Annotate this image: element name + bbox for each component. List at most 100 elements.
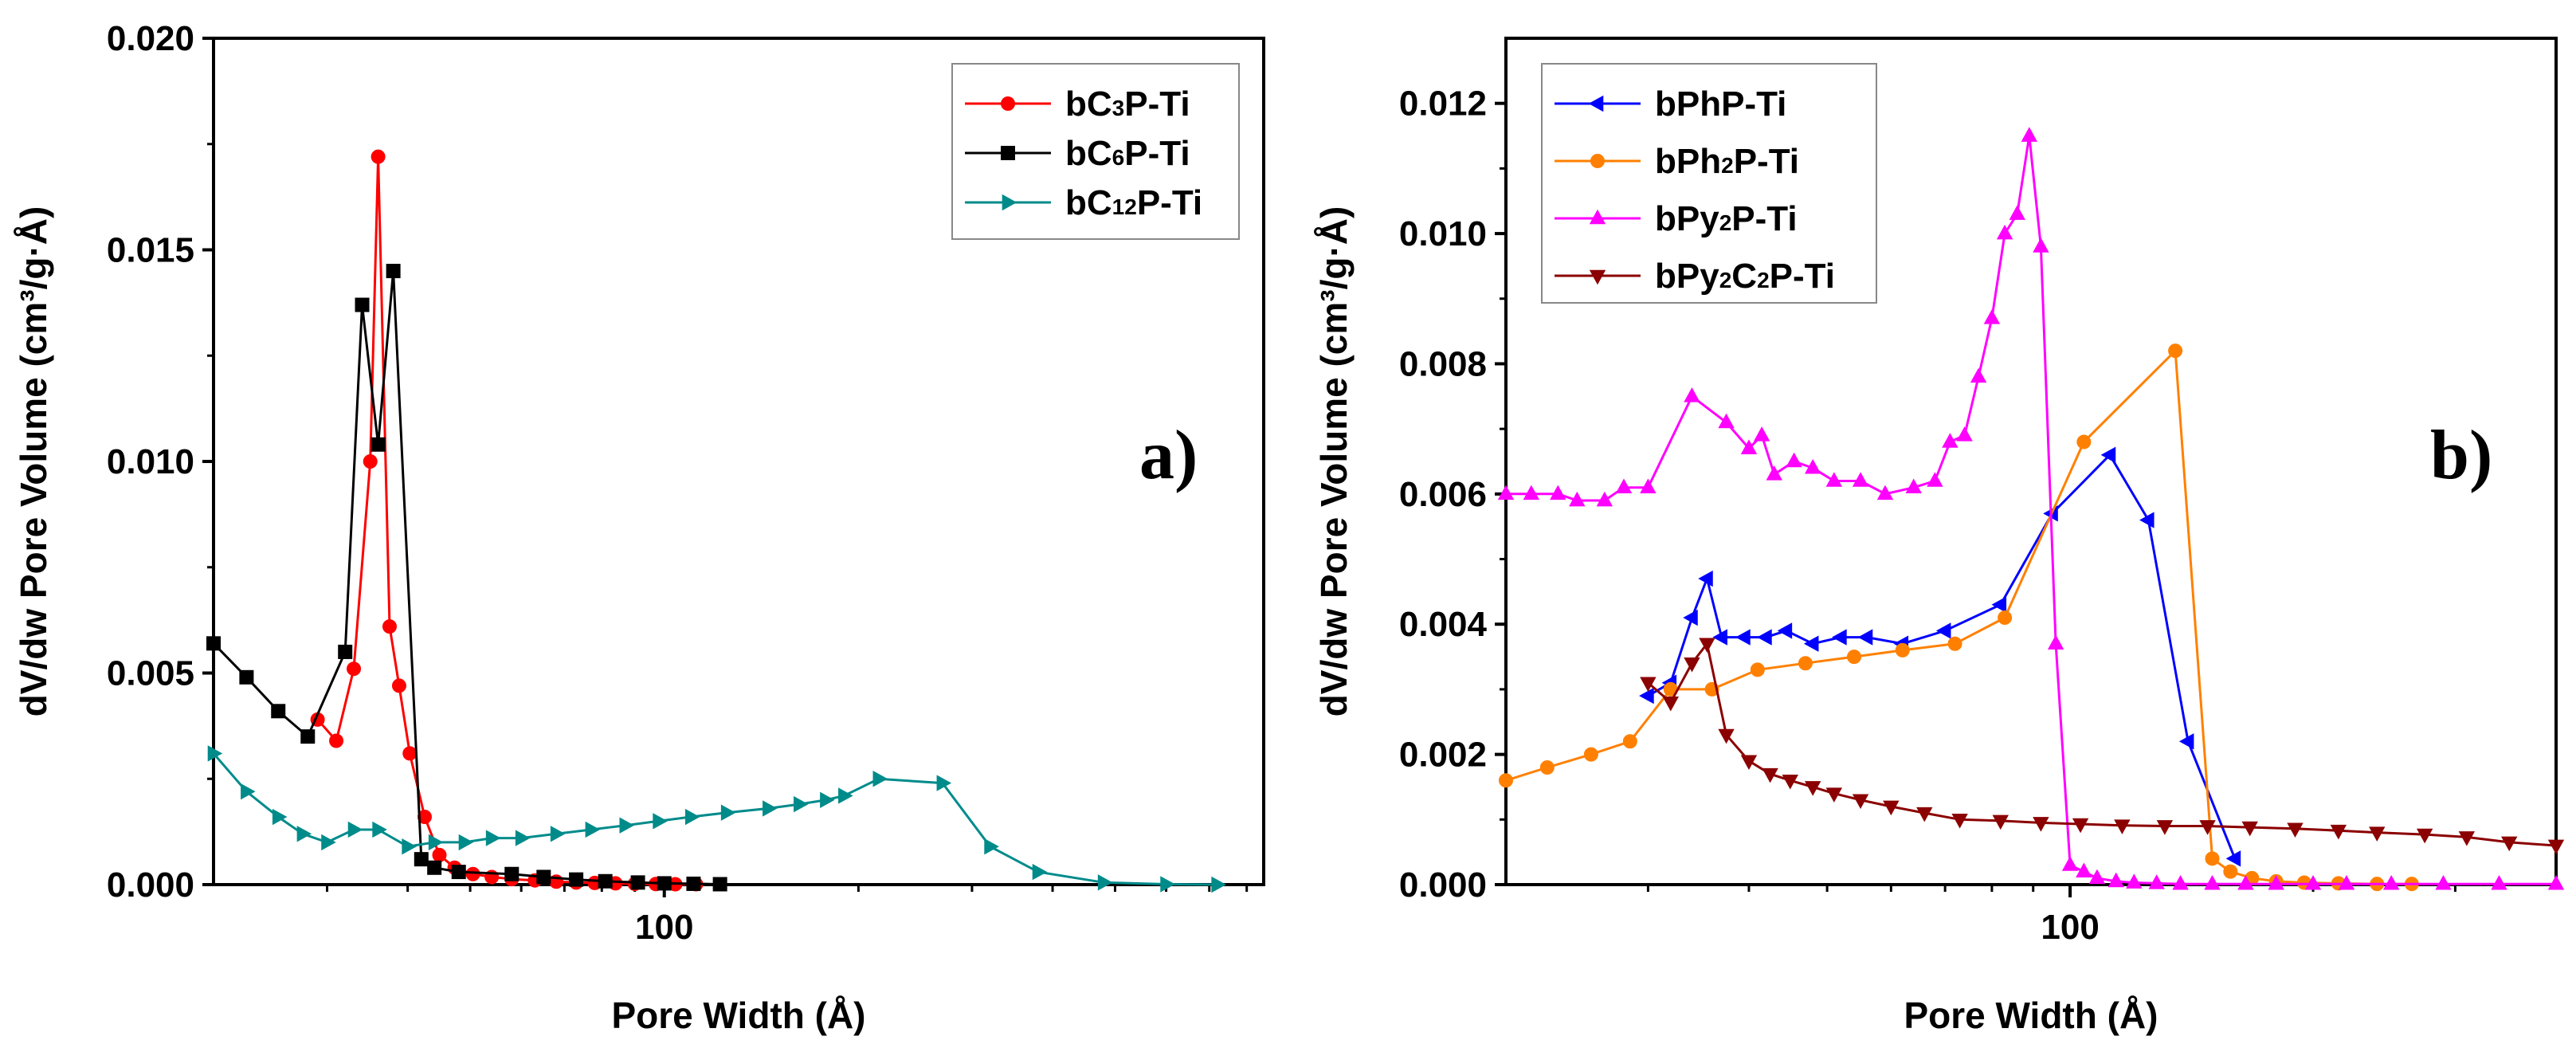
series-bc12-2-point-21 xyxy=(838,787,853,804)
series-bphp-ti-0-point-8 xyxy=(1803,635,1819,652)
y-tick-label: 0.000 xyxy=(1399,865,1487,905)
series-bpy2-2-point-20 xyxy=(1956,426,1973,442)
series-bpy2-2-point-23 xyxy=(1996,224,2013,240)
series-bphp-ti-0-point-0 xyxy=(1639,687,1654,705)
panel-a: 0.000 0.005 0.010 0.015 0.020 100 Pore Width… xyxy=(13,19,1265,1036)
legend-entry-3: bPy2C2P-Ti xyxy=(1555,257,1835,296)
plot-frame xyxy=(1504,37,2558,886)
series-bph2-1-point-15 xyxy=(2223,864,2238,879)
y-tick-label: 0.000 xyxy=(107,865,194,905)
series-bc6-1-point-12 xyxy=(536,869,551,885)
legend-label: bC12P-Ti xyxy=(1065,183,1202,222)
series-bpy2-2-point-36 xyxy=(2237,874,2254,890)
series-bpy2-3-point-21 xyxy=(2287,822,2304,838)
series-bc6-1-point-8 xyxy=(414,852,429,867)
series-bpy2-3-point-10 xyxy=(1852,794,1869,810)
series-bpy2-2-point-7 xyxy=(1684,387,1700,402)
series-bc12-2-point-26 xyxy=(1097,874,1113,891)
y-ticks: 0.000 0.005 0.010 0.015 0.020 xyxy=(107,19,214,905)
series-bphp-ti-0-point-6 xyxy=(1757,629,1772,646)
series-bpy2-3 xyxy=(1640,638,2565,855)
y-tick-label: 0.020 xyxy=(107,19,194,58)
series-bc6-1-point-14 xyxy=(598,873,613,889)
series-bph2-1 xyxy=(1499,343,2419,892)
legend-b: bPhP-Ti bPh2P-Ti bPy2P-Ti bPy2C2P-Ti xyxy=(1541,63,1877,304)
series-bc6-1-point-11 xyxy=(504,866,520,881)
series-bpy2-2-point-3 xyxy=(1569,491,1586,507)
series-bpy2-3-point-27 xyxy=(2547,839,2565,855)
series-bpy2-3-point-8 xyxy=(1804,781,1821,796)
legend-entry-2: bPy2P-Ti xyxy=(1555,199,1798,238)
panel-label-a: a) xyxy=(1139,417,1198,494)
series-bpy2-2-point-19 xyxy=(1942,433,1958,448)
legend-swatch-2-point-0 xyxy=(1589,209,1606,225)
series-bpy2-2-point-35 xyxy=(2204,874,2221,890)
series-bc6-1-point-1 xyxy=(239,669,254,685)
series-bphp-ti-0-point-13 xyxy=(1991,596,2007,613)
series-bc6-1-point-15 xyxy=(630,875,645,890)
series-bpy2-3-point-23 xyxy=(2369,826,2386,842)
series-bc3-0-point-3 xyxy=(363,454,378,469)
series-bpy2-3-point-2 xyxy=(1684,657,1700,673)
series-bc12-2-point-27 xyxy=(1160,876,1175,893)
x-ticks: 100 xyxy=(326,885,1249,947)
legend-swatch-1-point-0 xyxy=(1001,146,1015,160)
series-bc6-1-point-9 xyxy=(427,860,442,875)
legend-swatch-3-point-0 xyxy=(1589,269,1606,285)
series-bpy2-3-point-24 xyxy=(2416,828,2433,844)
series-bphp-ti-0-point-12 xyxy=(1935,622,1951,639)
series-bpy2-3-point-1 xyxy=(1662,696,1679,712)
series-bpy2-2-point-12 xyxy=(1786,452,1802,468)
series-bpy2-3-point-14 xyxy=(1992,814,2009,830)
series-bc12-2-point-22 xyxy=(872,771,888,787)
series-bc3-0-point-5 xyxy=(382,619,397,634)
series-bc3-0-point-4 xyxy=(371,149,386,164)
series-bpy2-2 xyxy=(1497,127,2565,890)
series-bpy2-3-line xyxy=(1647,641,2557,847)
series-bphp-ti-0-point-7 xyxy=(1777,622,1793,639)
series-bc6-1-point-6 xyxy=(371,437,386,452)
y-tick-label: 0.010 xyxy=(107,442,194,481)
series-bc12-2-point-6 xyxy=(372,821,387,838)
series-bc3-0-point-7 xyxy=(402,746,418,761)
series-bc12-2-point-7 xyxy=(402,838,417,855)
series-bph2-1-point-14 xyxy=(2205,851,2220,866)
series-bc12-2-point-19 xyxy=(794,795,809,813)
series-bc6-1-point-18 xyxy=(712,877,727,892)
series-bphp-ti-0-point-5 xyxy=(1735,629,1751,646)
series-bpy2-3-point-4 xyxy=(1718,728,1735,744)
series-bc6-1-line xyxy=(212,270,720,885)
series-bpy2-2-point-31 xyxy=(2107,872,2124,888)
series-bpy2-2-point-30 xyxy=(2088,869,2106,885)
series-bphp-ti-0-point-17 xyxy=(2178,733,2194,750)
series-bc12-2-point-25 xyxy=(1032,863,1048,881)
series-bpy2-2-point-29 xyxy=(2076,862,2092,877)
series-bc12-2-point-12 xyxy=(550,826,566,842)
series-bph2-1-point-12 xyxy=(2076,434,2092,449)
y-tick-label: 0.004 xyxy=(1399,605,1488,644)
legend-box xyxy=(951,63,1240,240)
series-bc12-2-point-2 xyxy=(272,808,288,826)
series-bpy2-3-point-12 xyxy=(1916,807,1933,822)
series-bc3-0-point-1 xyxy=(329,733,344,748)
series-bc12-2-point-17 xyxy=(720,804,736,821)
series-bpy2-3-point-15 xyxy=(2033,817,2049,832)
series-bpy2-2-point-32 xyxy=(2126,873,2143,889)
series-bphp-ti-0-point-4 xyxy=(1712,629,1727,646)
series-bpy2-2-point-28 xyxy=(2061,856,2079,871)
series-bc3-0-line xyxy=(316,156,696,885)
series-bc12-2-point-16 xyxy=(684,808,700,826)
y-tick-label: 0.008 xyxy=(1399,344,1487,383)
series-bphp-ti-0-point-15 xyxy=(2100,446,2116,464)
series-bc12-2-line xyxy=(212,752,1217,886)
series-bc6-1-point-0 xyxy=(206,636,221,651)
series-bph2-1-line xyxy=(1505,347,2412,885)
legend-entry-0: bC3P-Ti xyxy=(965,84,1190,124)
legend-swatch-0-point-0 xyxy=(1588,95,1604,112)
series-bc3-0-point-9 xyxy=(432,847,447,862)
series-bpy2-2-point-25 xyxy=(2021,127,2038,142)
series-bpy2-2-point-15 xyxy=(1852,472,1869,487)
x-ticks: 100 xyxy=(1646,885,2456,947)
legend-entry-2: bC12P-Ti xyxy=(965,183,1202,222)
